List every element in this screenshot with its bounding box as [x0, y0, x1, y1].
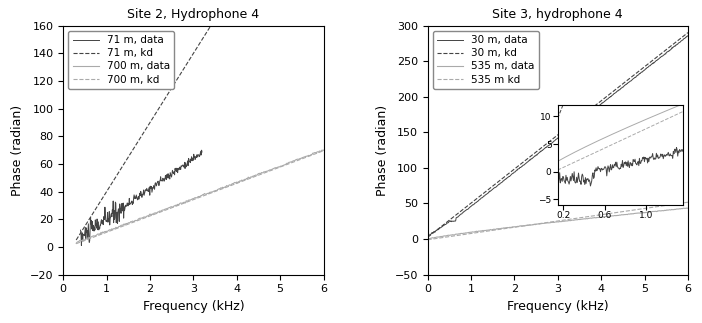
700 m, kd: [73, 241, 81, 245]
71 m, kd: [72, 238, 81, 242]
700 m, kd: [223, 185, 232, 189]
535 m, data: [611, 214, 620, 218]
30 m, kd: [526, 154, 535, 158]
700 m, data: [317, 148, 326, 152]
71 m, data: [77, 244, 86, 247]
30 m, data: [550, 139, 559, 143]
30 m, data: [549, 140, 557, 144]
71 m, data: [178, 164, 186, 168]
71 m, kd: [218, 5, 227, 9]
Y-axis label: Phase (radian): Phase (radian): [376, 105, 389, 196]
Line: 700 m, kd: 700 m, kd: [77, 151, 324, 244]
71 m, data: [95, 227, 104, 231]
700 m, data: [319, 148, 328, 152]
700 m, data: [219, 186, 227, 190]
71 m, data: [77, 228, 85, 232]
700 m, data: [73, 240, 81, 244]
700 m, kd: [280, 163, 289, 167]
71 m, data: [146, 184, 154, 188]
71 m, data: [152, 182, 160, 185]
700 m, data: [296, 156, 305, 160]
30 m, kd: [423, 235, 432, 239]
30 m, kd: [508, 169, 517, 172]
535 m, data: [682, 206, 691, 210]
535 m kd: [684, 200, 692, 204]
535 m, data: [423, 237, 432, 241]
71 m, kd: [223, 0, 232, 1]
700 m, kd: [319, 149, 328, 153]
700 m, data: [223, 184, 232, 188]
Title: Site 2, Hydrophone 4: Site 2, Hydrophone 4: [127, 7, 260, 20]
700 m, kd: [218, 187, 227, 191]
X-axis label: Frequency (kHz): Frequency (kHz): [143, 300, 244, 313]
700 m, kd: [219, 186, 227, 190]
Line: 535 m, data: 535 m, data: [428, 208, 688, 239]
535 m, data: [508, 225, 517, 229]
71 m, kd: [219, 4, 227, 7]
535 m, data: [613, 214, 621, 218]
700 m, kd: [72, 242, 81, 245]
30 m, kd: [455, 211, 463, 214]
Title: Site 3, hydrophone 4: Site 3, hydrophone 4: [493, 7, 623, 20]
71 m, data: [197, 148, 206, 152]
535 m, data: [526, 223, 535, 227]
30 m, data: [426, 233, 435, 237]
535 m, data: [587, 216, 595, 220]
30 m, data: [566, 127, 574, 130]
71 m, data: [135, 195, 143, 199]
700 m, data: [280, 163, 289, 167]
535 m kd: [611, 211, 620, 214]
30 m, kd: [611, 88, 620, 91]
Line: 700 m, data: 700 m, data: [77, 150, 324, 243]
535 m kd: [508, 225, 517, 229]
535 m kd: [587, 214, 595, 218]
71 m, data: [177, 164, 185, 168]
Legend: 30 m, data, 30 m, kd, 535 m, data, 535 m kd: 30 m, data, 30 m, kd, 535 m, data, 535 m…: [433, 31, 539, 89]
535 m kd: [613, 211, 621, 214]
535 m, data: [455, 232, 463, 236]
Line: 30 m, kd: 30 m, kd: [428, 33, 688, 237]
Legend: 71 m, data, 71 m, kd, 700 m, data, 700 m, kd: 71 m, data, 71 m, kd, 700 m, data, 700 m…: [68, 31, 174, 89]
71 m, kd: [73, 237, 81, 241]
Line: 71 m, data: 71 m, data: [81, 150, 202, 245]
30 m, kd: [613, 87, 621, 90]
Y-axis label: Phase (radian): Phase (radian): [11, 105, 25, 196]
30 m, kd: [684, 31, 692, 35]
535 m kd: [423, 238, 432, 242]
X-axis label: Frequency (kHz): Frequency (kHz): [507, 300, 609, 313]
30 m, data: [684, 34, 692, 38]
30 m, data: [425, 233, 434, 236]
Line: 30 m, data: 30 m, data: [430, 36, 688, 235]
Line: 535 m kd: 535 m kd: [428, 202, 688, 240]
700 m, data: [218, 185, 227, 189]
535 m, data: [684, 206, 692, 210]
30 m, data: [678, 38, 687, 42]
30 m, data: [637, 70, 646, 74]
30 m, data: [580, 116, 588, 120]
30 m, kd: [587, 107, 595, 110]
700 m, data: [72, 241, 81, 245]
535 m kd: [455, 233, 463, 237]
Line: 71 m, kd: 71 m, kd: [77, 0, 324, 240]
700 m, kd: [296, 158, 305, 162]
71 m, data: [198, 150, 206, 154]
535 m kd: [526, 223, 535, 227]
